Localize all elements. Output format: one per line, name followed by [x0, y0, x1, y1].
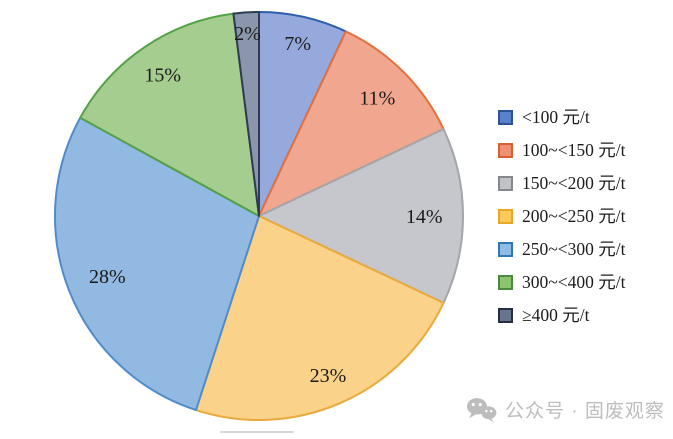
legend-label-6: 300~<400 元/t [522, 271, 626, 292]
pie-slice-label-5: 28% [89, 266, 126, 288]
pie-slice-3 [258, 128, 464, 304]
legend-label-7: ≥400 元/t [522, 304, 590, 325]
legend-swatch-5 [498, 242, 513, 257]
legend-label-2: 100~<150 元/t [522, 139, 626, 160]
legend-label-3: 150~<200 元/t [522, 172, 626, 193]
legend-item-5: 250~<300 元/t [498, 233, 625, 266]
wechat-icon [466, 397, 497, 422]
legend-label-1: <100 元/t [522, 106, 590, 127]
legend-swatch-6 [498, 275, 513, 290]
legend-item-3: 150~<200 元/t [498, 167, 625, 200]
pie-slice-label-1: 7% [284, 33, 311, 55]
legend-swatch-4 [498, 209, 513, 224]
legend-item-2: 100~<150 元/t [498, 134, 625, 167]
watermark: 公众号 · 固废观察 [466, 396, 665, 423]
pie-slice-label-4: 23% [310, 365, 347, 387]
pie-slice-label-6: 15% [144, 64, 181, 86]
pie-slice-6 [79, 12, 260, 217]
legend-item-6: 300~<400 元/t [498, 266, 625, 299]
pie-slice-label-3: 14% [406, 206, 443, 228]
legend-swatch-7 [498, 308, 513, 323]
legend-item-1: <100 元/t [498, 101, 625, 134]
pie-slice-2 [258, 30, 445, 217]
watermark-text: 公众号 · 固废观察 [505, 401, 665, 422]
legend-item-7: ≥400 元/t [498, 299, 625, 332]
legend-swatch-2 [498, 143, 513, 158]
chart-legend: <100 元/t 100~<150 元/t 150~<200 元/t 200~<250… [498, 101, 625, 332]
legend-label-4: 200~<250 元/t [522, 205, 626, 226]
pie-slice-label-2: 11% [359, 88, 395, 110]
pie-slice-label-7: 2% [234, 23, 261, 45]
legend-swatch-3 [498, 176, 513, 191]
pie-slice-5 [54, 116, 260, 412]
legend-swatch-1 [498, 110, 513, 125]
pie-slice-4 [194, 215, 445, 421]
legend-label-5: 250~<300 元/t [522, 238, 626, 259]
pie-shadow [220, 431, 294, 433]
pie-slice-7 [232, 11, 260, 217]
legend-item-4: 200~<250 元/t [498, 200, 625, 233]
